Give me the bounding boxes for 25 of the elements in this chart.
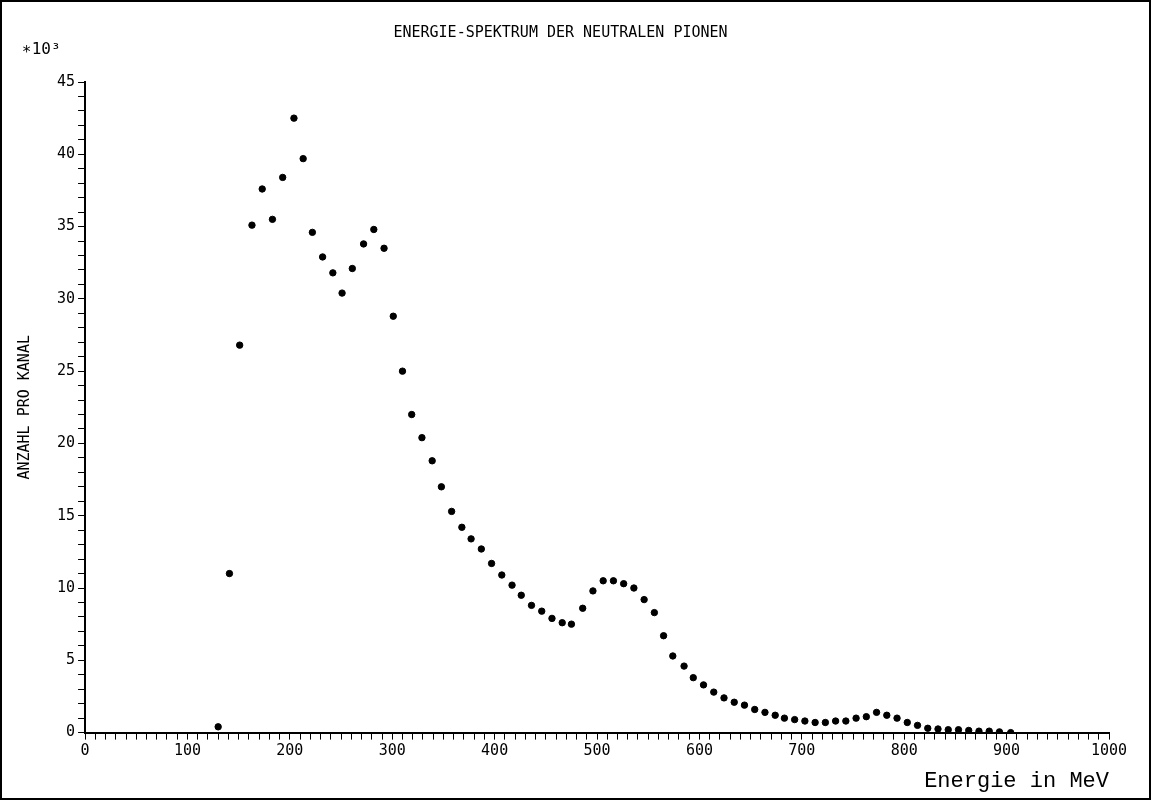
y-tick-label: 0 [66, 722, 76, 741]
chart-title: ENERGIE-SPEKTRUM DER NEUTRALEN PIONEN [393, 22, 728, 41]
x-tick-label: 200 [276, 741, 304, 760]
y-tick-label: 45 [57, 71, 76, 90]
y-tick-label: 40 [57, 144, 76, 163]
y-tick-label: 25 [57, 361, 76, 380]
x-tick-label: 600 [685, 741, 713, 760]
y-tick-label: 35 [57, 216, 76, 235]
x-tick-label: 1000 [1090, 741, 1128, 760]
x-tick-label: 0 [80, 741, 90, 760]
x-tick-label: 300 [378, 741, 406, 760]
y-axis-title: ANZAHL PRO KANAL [14, 335, 33, 480]
y-tick-label: 30 [57, 288, 76, 307]
x-tick-label: 100 [173, 741, 201, 760]
x-tick-label: 700 [788, 741, 816, 760]
x-axis-title: Energie in MeV [924, 768, 1110, 794]
x-tick-label: 400 [481, 741, 509, 760]
x-tick-label: 500 [583, 741, 611, 760]
y-tick-label: 5 [66, 650, 76, 669]
y-tick-label: 15 [57, 505, 76, 524]
y-tick-label: 10 [57, 577, 76, 596]
y-tick-label: 20 [57, 433, 76, 452]
x-tick-label: 800 [890, 741, 918, 760]
x-tick-label: 900 [993, 741, 1021, 760]
text: ∗10³ [22, 39, 61, 58]
